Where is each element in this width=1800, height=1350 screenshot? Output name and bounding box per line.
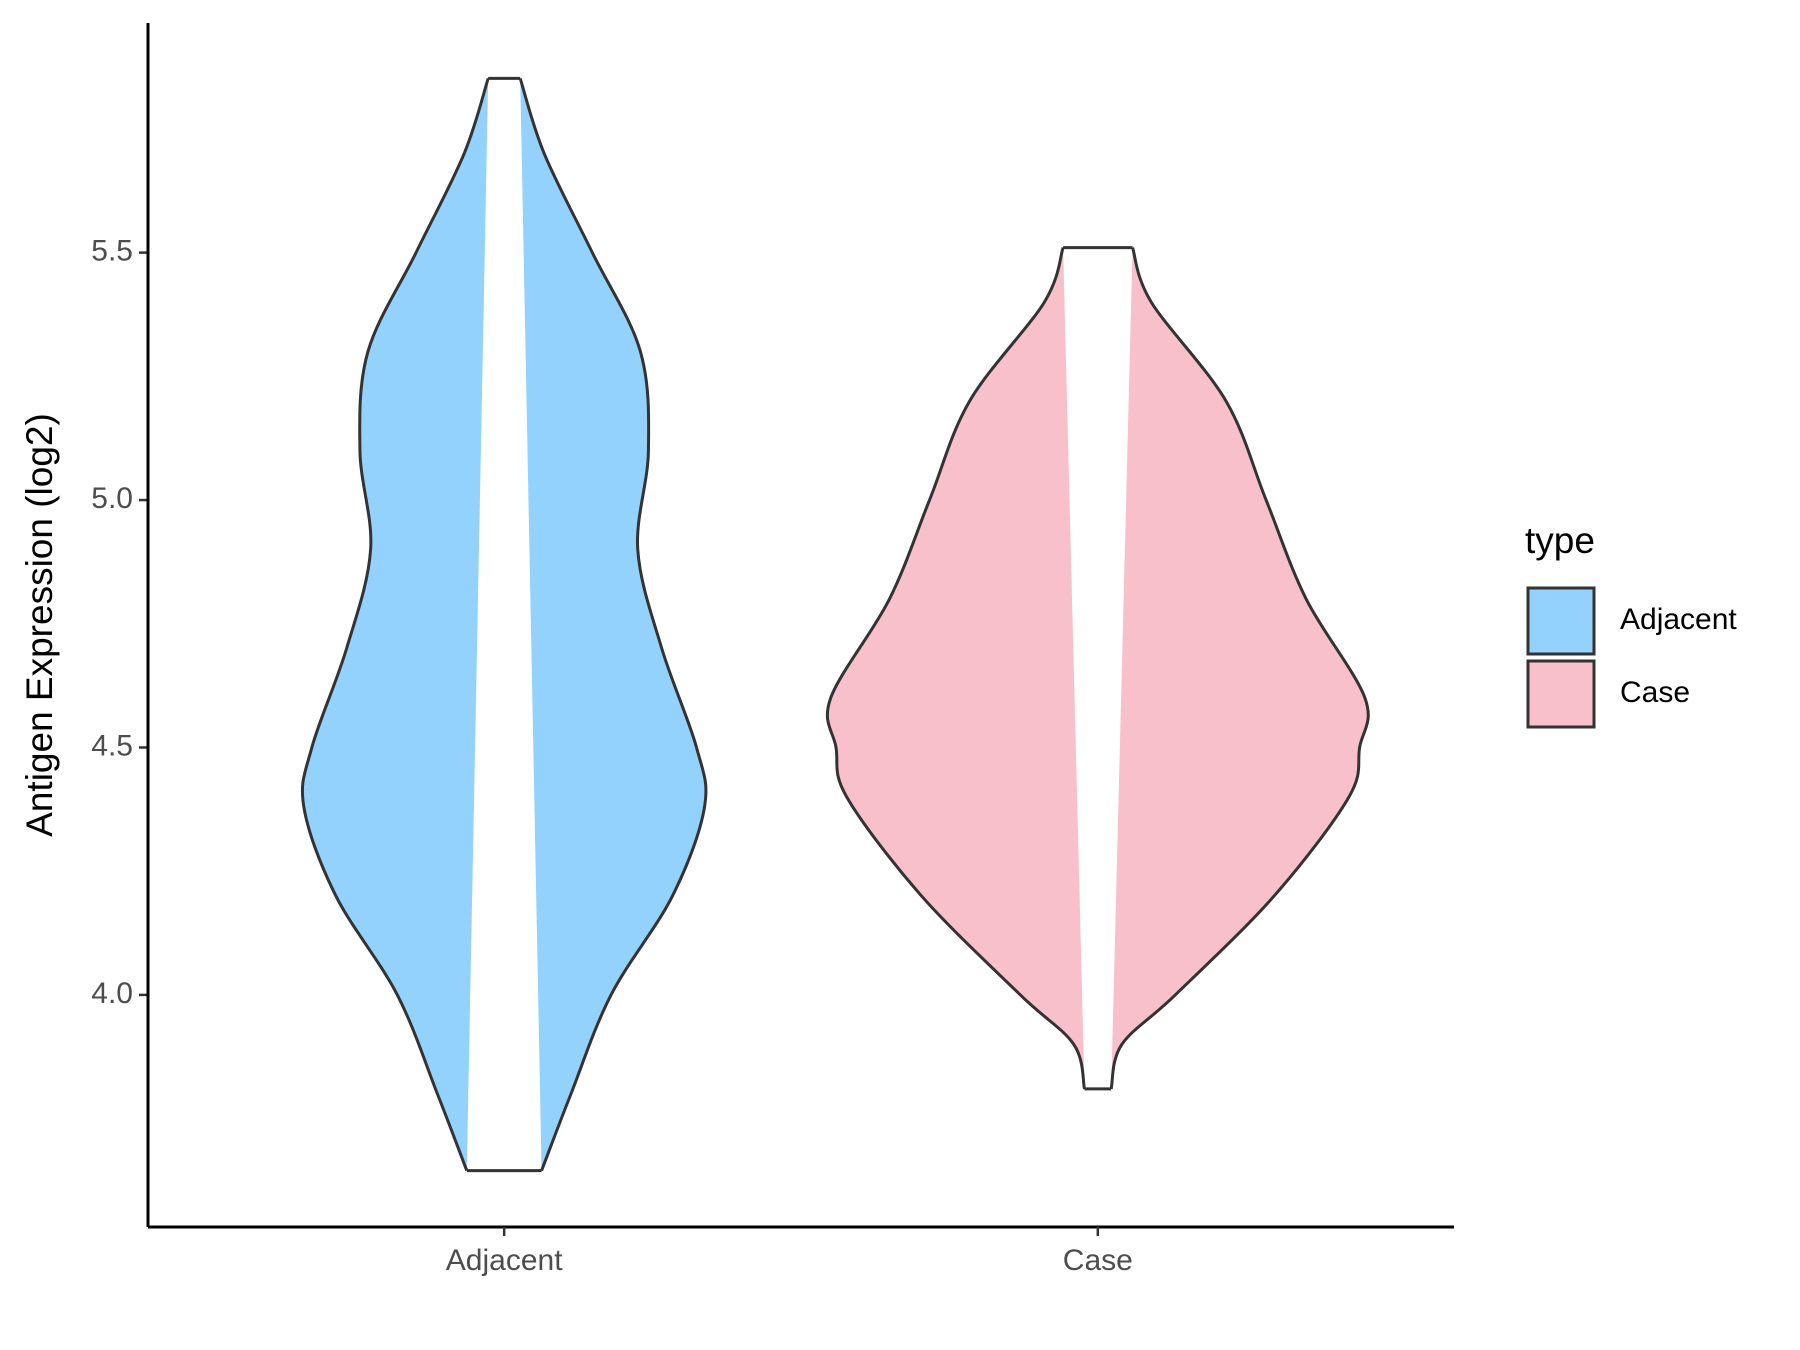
violin-half: [1109, 247, 1370, 1090]
legend-key: [1526, 659, 1596, 729]
legend-label: Case: [1620, 676, 1690, 709]
y-tick-label: 4.5: [91, 729, 133, 762]
x-tick-label: Adjacent: [446, 1244, 563, 1277]
legend-title: type: [1525, 520, 1595, 561]
y-tick-label: 5.0: [91, 482, 133, 515]
violin-half: [518, 77, 708, 1172]
legend-label: Adjacent: [1620, 603, 1737, 636]
x-tick-label: Case: [1063, 1244, 1133, 1277]
violin-half: [300, 77, 490, 1172]
legend-key: [1526, 586, 1596, 656]
violin-half: [825, 247, 1086, 1090]
y-axis-title: Antigen Expression (log2): [19, 413, 60, 837]
y-tick-label: 5.5: [91, 235, 133, 268]
y-tick-label: 4.0: [91, 977, 133, 1010]
